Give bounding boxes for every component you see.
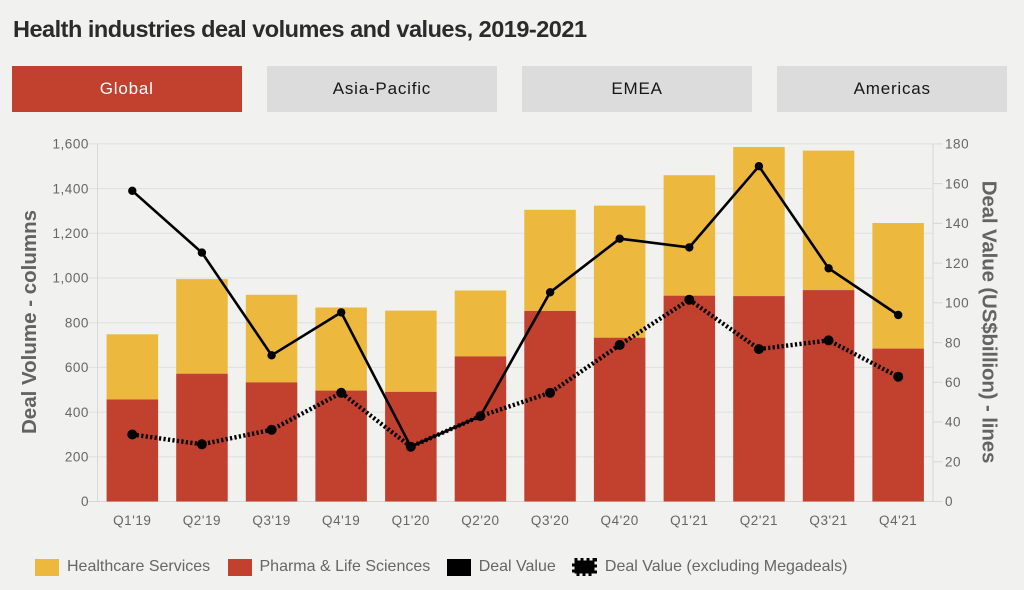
- svg-text:Q1'19: Q1'19: [113, 513, 151, 528]
- svg-text:600: 600: [65, 360, 89, 375]
- svg-text:0: 0: [945, 494, 953, 509]
- svg-text:1,600: 1,600: [52, 137, 89, 152]
- svg-text:160: 160: [945, 176, 969, 191]
- svg-text:Q1'21: Q1'21: [670, 513, 708, 528]
- svg-text:20: 20: [945, 455, 961, 470]
- svg-text:Deal Value (US$billion) - line: Deal Value (US$billion) - lines: [978, 181, 1001, 463]
- svg-text:200: 200: [65, 450, 89, 465]
- svg-text:140: 140: [945, 216, 969, 231]
- svg-text:100: 100: [945, 296, 969, 311]
- svg-text:Q4'19: Q4'19: [322, 513, 360, 528]
- svg-text:Q2'21: Q2'21: [740, 513, 778, 528]
- svg-text:Q3'20: Q3'20: [531, 513, 569, 528]
- svg-text:Q2'20: Q2'20: [461, 513, 499, 528]
- svg-text:400: 400: [65, 405, 89, 420]
- svg-text:120: 120: [945, 256, 969, 271]
- svg-text:40: 40: [945, 415, 961, 430]
- svg-text:Q2'19: Q2'19: [183, 513, 221, 528]
- svg-text:Q4'21: Q4'21: [879, 513, 917, 528]
- svg-text:1,000: 1,000: [52, 271, 89, 286]
- svg-text:Deal Volume - columns: Deal Volume - columns: [18, 210, 41, 434]
- svg-text:Q3'21: Q3'21: [809, 513, 847, 528]
- svg-text:Q3'19: Q3'19: [252, 513, 290, 528]
- svg-text:80: 80: [945, 335, 961, 350]
- svg-text:1,200: 1,200: [52, 226, 89, 241]
- svg-text:0: 0: [81, 494, 89, 509]
- svg-text:1,400: 1,400: [52, 181, 89, 196]
- svg-text:800: 800: [65, 315, 89, 330]
- svg-text:Q1'20: Q1'20: [392, 513, 430, 528]
- svg-text:60: 60: [945, 375, 961, 390]
- svg-text:180: 180: [945, 137, 969, 152]
- svg-text:Q4'20: Q4'20: [601, 513, 639, 528]
